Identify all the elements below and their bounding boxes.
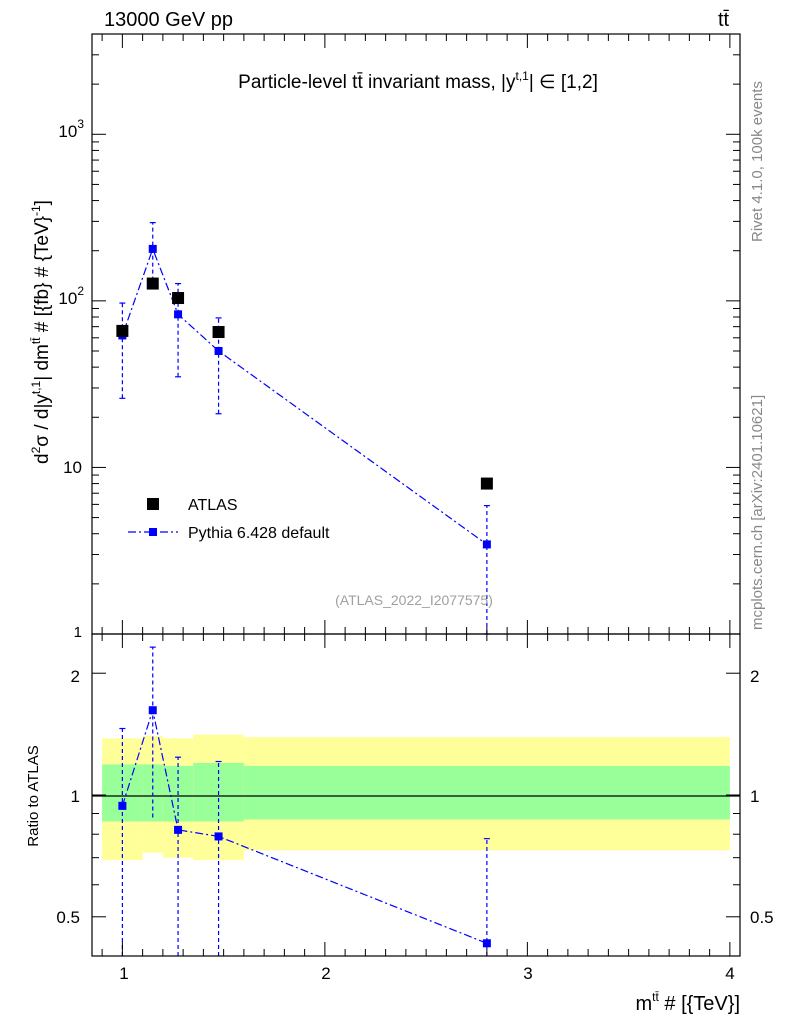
legend-atlas-marker <box>147 498 159 510</box>
ratio-bands <box>102 734 730 861</box>
ratio-y-tick-label-0.5-right: 0.5 <box>750 908 774 927</box>
pythia-point <box>214 347 223 356</box>
pythia-point <box>174 310 183 319</box>
x-tick-label-4: 4 <box>725 964 734 983</box>
ratio-plot-content <box>118 646 491 956</box>
ratio-pythia-point <box>174 825 183 834</box>
rivet-label: Rivet 4.1.0, 100k events <box>749 81 766 242</box>
y-tick-label-1: 1 <box>74 624 82 641</box>
ratio-panel: Ratio to ATLAS 2 1 0.5 2 1 0.5 1 2 3 4 m… <box>25 633 774 1015</box>
legend-atlas-label: ATLAS <box>188 497 238 514</box>
y-tick-label-10: 10 <box>63 458 82 477</box>
mcplots-label: mcplots.cern.ch [arXiv:2401.10621] <box>749 395 766 630</box>
x-tick-label-3: 3 <box>523 964 532 983</box>
main-axis-ticks <box>92 33 740 635</box>
pythia-point <box>148 244 157 253</box>
legend-pythia-label: Pythia 6.428 default <box>188 525 330 542</box>
atlas-point <box>146 277 159 290</box>
ratio-pythia-line <box>121 707 488 944</box>
x-tick-label-2: 2 <box>321 964 330 983</box>
main-frame <box>91 33 741 635</box>
legend: ATLAS Pythia 6.428 default <box>128 497 330 542</box>
main-y-axis-label: d2σ / d|yt,1| dmtt̄ # [{fb} # {TeV}-1] <box>29 200 53 464</box>
main-panel: Particle-level tt̄ invariant mass, |yt,1… <box>29 33 741 641</box>
ratio-pythia-point <box>214 832 223 841</box>
ratio-band-green <box>243 765 730 820</box>
ratio-y-tick-label-1: 1 <box>71 787 80 806</box>
main-plot-content <box>116 221 493 635</box>
main-title: Particle-level tt̄ invariant mass, |yt,1… <box>238 69 598 93</box>
atlas-point <box>172 292 185 305</box>
ratio-y-axis-label: Ratio to ATLAS <box>25 745 42 846</box>
watermark: (ATLAS_2022_I2077575) <box>335 592 493 608</box>
ratio-y-tick-label-0.5: 0.5 <box>56 908 80 927</box>
energy-label: 13000 GeV pp <box>104 9 233 31</box>
ratio-y-tick-label-1-right: 1 <box>750 787 759 806</box>
ratio-y-tick-label-2: 2 <box>71 667 80 686</box>
process-label: tt̄ <box>718 9 730 31</box>
ratio-pythia-point <box>148 706 157 715</box>
ratio-pythia-point <box>118 801 127 810</box>
x-axis-label: mtt̄ # [{TeV}] <box>635 990 740 1015</box>
y-tick-label-1000: 103 <box>58 117 84 141</box>
atlas-point <box>212 326 225 339</box>
atlas-point <box>116 324 129 337</box>
pythia-point <box>482 540 491 549</box>
legend-pythia-marker <box>149 528 157 536</box>
x-tick-label-1: 1 <box>119 964 128 983</box>
ratio-y-tick-label-2-right: 2 <box>750 667 759 686</box>
ratio-axis-ticks <box>92 634 740 957</box>
atlas-point <box>480 477 493 490</box>
ratio-pythia-point <box>482 939 491 948</box>
y-tick-label-100: 102 <box>58 284 84 308</box>
